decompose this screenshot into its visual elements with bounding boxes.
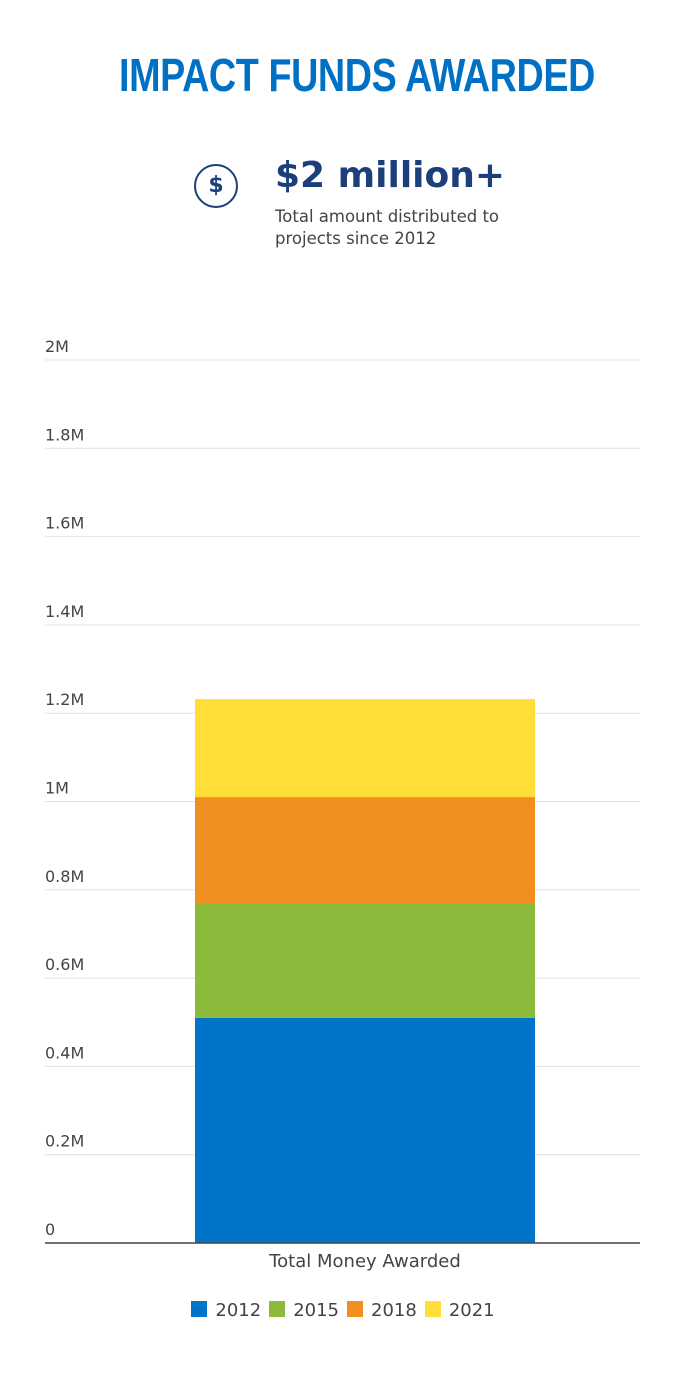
legend-swatch bbox=[347, 1301, 363, 1317]
legend-item-2021: 2021 bbox=[424, 1300, 495, 1321]
bar-segment-2015 bbox=[195, 903, 535, 1018]
legend-item-2012: 2012 bbox=[191, 1300, 261, 1321]
legend: 2012 2015 2018 2021 bbox=[0, 1300, 700, 1321]
legend-label: 2015 bbox=[293, 1300, 339, 1321]
y-tick-label: 1.6M bbox=[45, 514, 84, 533]
legend-label: 2012 bbox=[215, 1300, 262, 1321]
bar-segment-2012 bbox=[195, 1017, 535, 1243]
y-tick-label: 1.2M bbox=[45, 690, 84, 709]
y-tick-label: 0.4M bbox=[45, 1043, 84, 1062]
bar-stack bbox=[195, 699, 535, 1243]
stacked-bar-chart: 0 0.2M 0.4M 0.6M 0.8M 1M 1.2M 1.4M 1.6M 1.8M 2M Tot… bbox=[45, 337, 640, 1272]
dollar-circle-icon: $ bbox=[194, 164, 238, 208]
legend-label: 2021 bbox=[448, 1300, 495, 1321]
page-title: IMPACT FUNDS AWARDED bbox=[119, 49, 595, 101]
y-tick-label: 1.8M bbox=[45, 425, 84, 444]
y-tick-label: 0.8M bbox=[45, 867, 84, 886]
legend-swatch bbox=[269, 1301, 286, 1317]
legend-item-2015: 2015 bbox=[269, 1300, 339, 1321]
legend-item-2018: 2018 bbox=[347, 1300, 417, 1321]
x-category-label: Total Money Awarded bbox=[268, 1251, 461, 1272]
y-tick-label: 0.6M bbox=[45, 955, 84, 974]
y-tick-label: 0 bbox=[45, 1220, 55, 1239]
bar-segment-2021 bbox=[195, 699, 535, 798]
y-tick-label: 1M bbox=[45, 779, 69, 798]
legend-swatch bbox=[191, 1301, 208, 1317]
stat-value: $2 million+ bbox=[275, 155, 506, 196]
y-tick-label: 1.4M bbox=[45, 602, 84, 621]
stat-description: Total amount distributed to projects sin… bbox=[275, 207, 500, 248]
legend-swatch bbox=[424, 1301, 441, 1317]
legend-label: 2018 bbox=[371, 1300, 417, 1321]
axes: 0 0.2M 0.4M 0.6M 0.8M 1M 1.2M 1.4M 1.6M 1.8M 2M Tot… bbox=[45, 337, 640, 1272]
bar-segment-2018 bbox=[195, 797, 535, 904]
y-tick-label: 2M bbox=[45, 337, 69, 356]
y-tick-label: 0.2M bbox=[45, 1132, 84, 1151]
